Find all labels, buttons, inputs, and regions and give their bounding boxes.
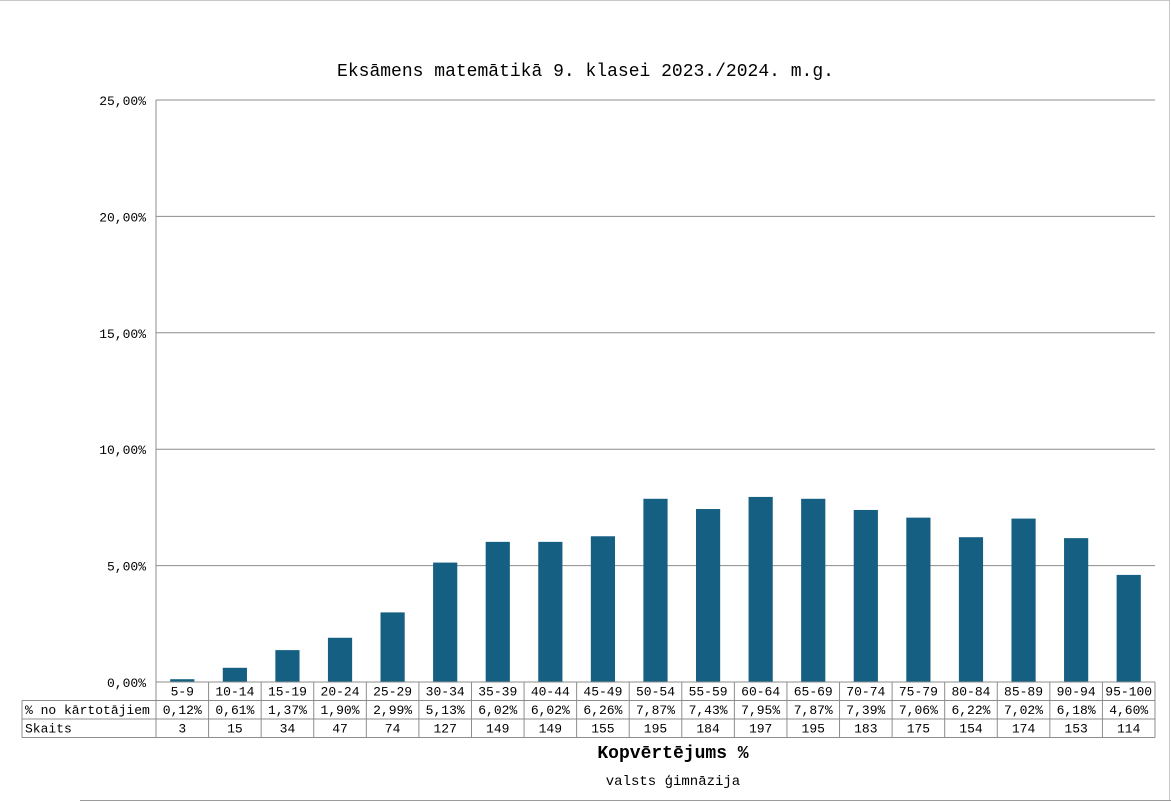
y-tick-label: 10,00% — [99, 443, 146, 458]
table-cell: 1,90% — [321, 703, 360, 718]
table-cell: 6,02% — [478, 703, 517, 718]
table-cell: 195 — [802, 722, 825, 737]
table-cell: 174 — [1012, 722, 1036, 737]
table-cell: 175 — [907, 722, 930, 737]
y-tick-label: 15,00% — [99, 327, 146, 342]
x-tick-label: 40-44 — [531, 685, 570, 700]
y-tick-label: 5,00% — [107, 560, 146, 575]
table-cell: 183 — [854, 722, 877, 737]
table-cell: 6,26% — [583, 703, 622, 718]
x-tick-label: 80-84 — [951, 685, 990, 700]
bar — [906, 517, 931, 682]
table-cell: 6,18% — [1057, 703, 1096, 718]
bar — [695, 509, 721, 682]
x-tick-label: 5-9 — [171, 685, 194, 700]
chart-title: Eksāmens matemātikā 9. klasei 2023./2024… — [337, 62, 834, 82]
table-cell: 7,39% — [846, 703, 885, 718]
x-tick-label: 70-74 — [846, 685, 885, 700]
table-row-label: Skaits — [25, 722, 72, 737]
table-cell: 7,95% — [741, 703, 780, 718]
bar — [222, 667, 247, 682]
table-cell: 184 — [696, 722, 720, 737]
chart-subtitle: valsts ģimnāzija — [605, 774, 741, 790]
x-tick-label: 10-14 — [215, 685, 254, 700]
y-tick-label: 25,00% — [99, 94, 146, 109]
x-tick-label: 95-100 — [1105, 685, 1152, 700]
table-cell: 34 — [280, 722, 296, 737]
table-cell: 3 — [178, 722, 186, 737]
bar — [801, 498, 826, 682]
x-tick-label: 25-29 — [373, 685, 412, 700]
bar — [958, 537, 984, 682]
table-cell: 149 — [486, 722, 509, 737]
x-tick-label: 60-64 — [741, 685, 780, 700]
table-cell: 47 — [332, 722, 348, 737]
bar — [1011, 518, 1036, 682]
bar — [643, 498, 668, 682]
table-cell: 4,60% — [1109, 703, 1148, 718]
table-cell: 0,61% — [215, 703, 254, 718]
x-tick-label: 65-69 — [794, 685, 833, 700]
y-tick-label: 20,00% — [99, 210, 146, 225]
table-cell: 155 — [591, 722, 614, 737]
bar — [748, 496, 773, 682]
table-cell: 1,37% — [268, 703, 307, 718]
bottom-rule — [80, 800, 1171, 801]
bar — [433, 562, 458, 682]
table-cell: 5,13% — [426, 703, 465, 718]
table-cell: 0,12% — [163, 703, 202, 718]
table-cell: 7,43% — [689, 703, 728, 718]
table-cell: 7,06% — [899, 703, 938, 718]
table-cell: 7,02% — [1004, 703, 1043, 718]
x-tick-label: 90-94 — [1057, 685, 1096, 700]
table-cell: 153 — [1064, 722, 1087, 737]
bar — [327, 637, 353, 682]
x-tick-label: 55-59 — [689, 685, 728, 700]
table-row-label: % no kārtotājiem — [25, 703, 150, 718]
x-tick-label: 20-24 — [321, 685, 360, 700]
table-cell: 127 — [433, 722, 456, 737]
y-tick-label: 0,00% — [107, 676, 146, 691]
table-cell: 195 — [644, 722, 667, 737]
table-cell: 154 — [959, 722, 983, 737]
x-axis-title: Kopvērtējums % — [597, 744, 749, 764]
table-cell: 7,87% — [636, 703, 675, 718]
x-tick-label: 85-89 — [1004, 685, 1043, 700]
x-tick-label: 30-34 — [426, 685, 465, 700]
table-cell: 197 — [749, 722, 772, 737]
table-cell: 15 — [227, 722, 243, 737]
x-tick-label: 50-54 — [636, 685, 675, 700]
table-cell: 6,02% — [531, 703, 570, 718]
bar — [853, 509, 878, 682]
x-tick-label: 15-19 — [268, 685, 307, 700]
bar — [485, 541, 510, 682]
table-cell: 149 — [539, 722, 562, 737]
bar — [380, 612, 405, 682]
x-tick-label: 35-39 — [478, 685, 517, 700]
bar — [538, 541, 563, 682]
bar — [1064, 538, 1089, 682]
table-cell: 6,22% — [951, 703, 990, 718]
table-cell: 114 — [1117, 722, 1141, 737]
bar — [1116, 574, 1141, 682]
x-tick-label: 45-49 — [583, 685, 622, 700]
table-cell: 2,99% — [373, 703, 412, 718]
bar — [170, 679, 195, 682]
x-tick-label: 75-79 — [899, 685, 938, 700]
table-cell: 7,87% — [794, 703, 833, 718]
bar — [275, 650, 300, 682]
table-cell: 74 — [385, 722, 401, 737]
bar — [590, 536, 616, 682]
